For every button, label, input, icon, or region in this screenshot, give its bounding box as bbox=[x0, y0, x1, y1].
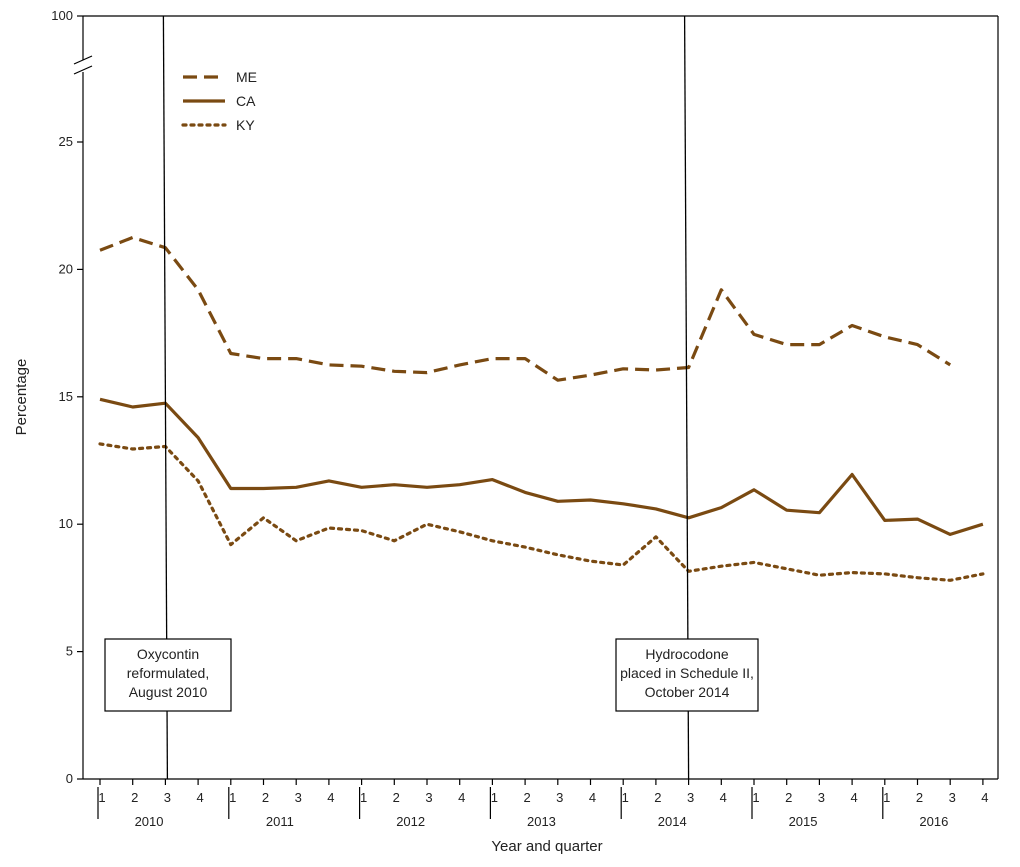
y-tick-label: 15 bbox=[59, 389, 73, 404]
x-year-label: 2011 bbox=[266, 814, 294, 829]
annotation-box bbox=[104, 638, 232, 712]
x-year-label: 2015 bbox=[789, 814, 818, 829]
axis-break-mark-1 bbox=[73, 55, 93, 65]
y-tick-label: 20 bbox=[59, 261, 73, 276]
x-quarter-label: 4 bbox=[850, 790, 857, 805]
x-quarter-label: 1 bbox=[622, 790, 629, 805]
annotations: Oxycontin reformulated, August 2010 Hydroco… bbox=[104, 15, 759, 780]
x-quarter-label: 3 bbox=[818, 790, 825, 805]
x-quarter-label: 1 bbox=[491, 790, 498, 805]
x-quarter-label: 2 bbox=[654, 790, 661, 805]
annotation-text: October 2014 bbox=[645, 684, 730, 700]
x-quarter-label: 3 bbox=[425, 790, 432, 805]
x-quarter-label: 4 bbox=[589, 790, 596, 805]
x-quarter-label: 2 bbox=[262, 790, 269, 805]
x-quarter-label: 4 bbox=[458, 790, 465, 805]
x-quarter-label: 4 bbox=[981, 790, 988, 805]
x-axis-title: Year and quarter bbox=[491, 838, 602, 855]
annotation-text: August 2010 bbox=[129, 684, 208, 700]
axes bbox=[73, 15, 999, 780]
x-year-label: 2012 bbox=[396, 814, 425, 829]
x-quarter-label: 3 bbox=[687, 790, 694, 805]
y-tick-label: 5 bbox=[66, 644, 73, 659]
x-quarter-label: 4 bbox=[327, 790, 334, 805]
x-quarter-label: 3 bbox=[295, 790, 302, 805]
x-quarter-label: 2 bbox=[785, 790, 792, 805]
x-quarter-label: 1 bbox=[98, 790, 105, 805]
x-quarter-label: 3 bbox=[949, 790, 956, 805]
x-quarter-label: 2 bbox=[393, 790, 400, 805]
y-tick-label: 100 bbox=[51, 8, 73, 23]
x-quarter-label: 2 bbox=[916, 790, 923, 805]
x-quarter-label: 3 bbox=[164, 790, 171, 805]
x-quarter-label: 4 bbox=[196, 790, 203, 805]
annotation-box bbox=[615, 638, 759, 712]
x-year-label: 2010 bbox=[135, 814, 164, 829]
series-line-ky bbox=[98, 442, 985, 582]
x-quarter-label: 2 bbox=[523, 790, 530, 805]
x-quarter-label: 1 bbox=[883, 790, 890, 805]
y-axis-ticks: 0 5 10 15 20 25 100 bbox=[51, 8, 83, 786]
x-quarter-label: 1 bbox=[229, 790, 236, 805]
annotation-text: placed in Schedule II, bbox=[620, 665, 754, 681]
y-tick-label: 25 bbox=[59, 134, 73, 149]
x-quarter-label: 1 bbox=[752, 790, 759, 805]
annotation-text: Oxycontin bbox=[137, 646, 199, 662]
x-quarter-label: 2 bbox=[131, 790, 138, 805]
series-line-ca bbox=[99, 397, 984, 536]
legend-label-ky: KY bbox=[236, 117, 255, 133]
legend-label-ca: CA bbox=[236, 93, 256, 109]
legend: ME CA KY bbox=[181, 69, 257, 133]
annotation-text: Hydrocodone bbox=[645, 646, 728, 662]
axis-break-mark-2 bbox=[73, 65, 93, 75]
x-year-label: 2016 bbox=[919, 814, 948, 829]
x-quarter-label: 1 bbox=[360, 790, 367, 805]
y-tick-label: 0 bbox=[66, 771, 73, 786]
x-quarter-label: 4 bbox=[720, 790, 727, 805]
series-line-me bbox=[99, 235, 952, 382]
y-tick-label: 10 bbox=[59, 516, 73, 531]
series-lines bbox=[98, 235, 985, 582]
x-year-label: 2014 bbox=[658, 814, 687, 829]
annotation-text: reformulated, bbox=[127, 665, 209, 681]
x-year-label: 2013 bbox=[527, 814, 556, 829]
x-quarter-label: 3 bbox=[556, 790, 563, 805]
x-axis-ticks: 1 2 3 4 1 2 3 4 1 2 3 4 1 2 3 4 1 2 3 4 1 2 3 4 1 2 3 4 2010 2011 2012… bbox=[97, 779, 989, 829]
y-axis-title: Percentage bbox=[13, 359, 30, 436]
legend-label-me: ME bbox=[236, 69, 257, 85]
